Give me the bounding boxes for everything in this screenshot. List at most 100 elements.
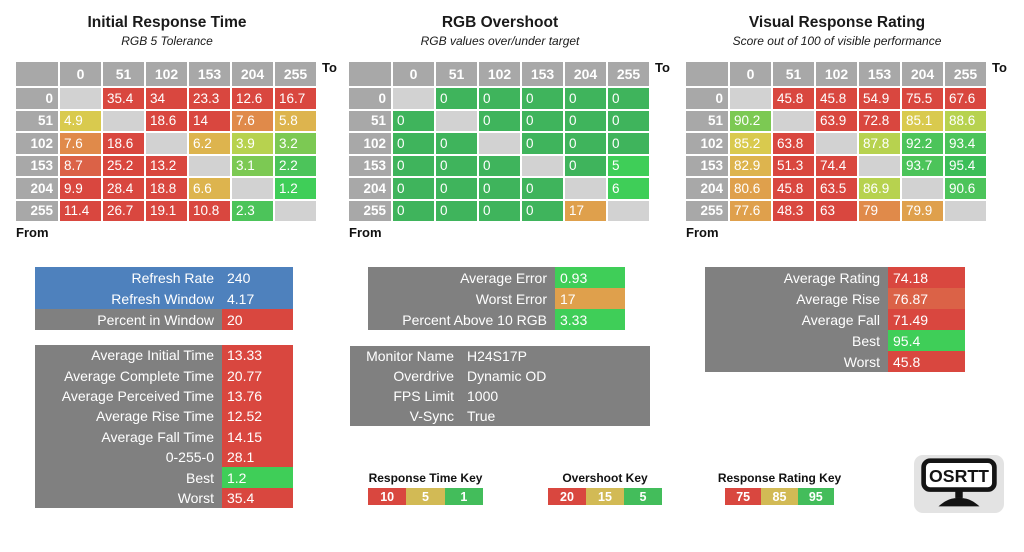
stat-value: 71.49 bbox=[888, 309, 965, 330]
stat-label: Average Perceived Time bbox=[35, 385, 222, 407]
to-axis-label: To bbox=[322, 60, 337, 75]
row-header: 204 bbox=[686, 178, 728, 199]
heatmap-cell: 1.2 bbox=[275, 178, 316, 199]
heatmap-cell: 5.8 bbox=[275, 110, 316, 131]
row-header: 0 bbox=[16, 88, 58, 109]
heatmap-cell bbox=[608, 200, 649, 221]
stat-value: 12.52 bbox=[222, 406, 293, 427]
monitor-icon: OSRTT bbox=[921, 458, 997, 507]
row-header: 51 bbox=[16, 110, 58, 131]
heatmap-cell: 80.6 bbox=[730, 178, 771, 199]
heatmap-cell: 18.8 bbox=[146, 178, 187, 199]
stat-label: Average Rating bbox=[705, 267, 888, 288]
heatmap-cell: 0 bbox=[565, 88, 606, 109]
heatmap-cell: 2.2 bbox=[275, 155, 316, 176]
stat-label: 0-255-0 bbox=[35, 446, 222, 468]
from-axis-label: From bbox=[686, 225, 719, 240]
to-axis-label: To bbox=[992, 60, 1007, 75]
heatmap-cell bbox=[146, 133, 187, 154]
heatmap-cell: 90.6 bbox=[945, 178, 986, 199]
heatmap-cell: 95.4 bbox=[945, 155, 986, 176]
stat-row: Percent Above 10 RGB 3.33 bbox=[368, 309, 625, 330]
heatmap-cell: 26.7 bbox=[103, 200, 144, 221]
heatmap-cell: 0 bbox=[393, 110, 434, 131]
stat-row: V-Sync True bbox=[350, 406, 650, 426]
heatmap-cell: 79 bbox=[859, 200, 900, 221]
rating-stats-panel: Average Rating 74.18 Average Rise 76.87 Aver… bbox=[705, 267, 965, 372]
heatmap-cell: 0 bbox=[565, 155, 606, 176]
heatmap-cell: 67.6 bbox=[945, 88, 986, 109]
heatmap-cell bbox=[522, 155, 563, 176]
stat-row: Refresh Window 4.17 bbox=[35, 288, 293, 309]
heatmap-cell bbox=[479, 133, 520, 154]
heatmap-cell: 4.9 bbox=[60, 110, 101, 131]
stat-row: Average Rise 76.87 bbox=[705, 288, 965, 309]
heatmap-cell: 85.2 bbox=[730, 133, 771, 154]
stat-value: 4.17 bbox=[222, 288, 293, 309]
heatmap-cell: 25.2 bbox=[103, 155, 144, 176]
column-header: 0 bbox=[60, 62, 101, 86]
stat-row: Average Rating 74.18 bbox=[705, 267, 965, 288]
row-header: 102 bbox=[349, 133, 391, 154]
heatmap-grid: 0 51 102 153 204 255 0 35.4 34 23.3 12.6 16.7 51 4.9 1… bbox=[16, 62, 316, 221]
heatmap-cell: 0 bbox=[522, 110, 563, 131]
stat-row: Average Fall 71.49 bbox=[705, 309, 965, 330]
table-subtitle: RGB values over/under target bbox=[420, 34, 580, 48]
rgb-overshoot-table: RGB Overshoot RGB values over/under targ… bbox=[349, 14, 681, 250]
column-header: 204 bbox=[565, 62, 606, 86]
stat-value: 20 bbox=[222, 309, 293, 330]
heatmap-cell: 0 bbox=[393, 178, 434, 199]
heatmap-cell: 93.7 bbox=[902, 155, 943, 176]
key-segment: 5 bbox=[624, 488, 662, 505]
heatmap-cell: 0 bbox=[608, 88, 649, 109]
initial-response-time-table: Initial Response Time RGB 5 Tolerance To… bbox=[16, 14, 348, 250]
stat-row: Average Perceived Time 13.76 bbox=[35, 385, 293, 407]
heatmap-cell: 86.9 bbox=[859, 178, 900, 199]
heatmap-cell: 45.8 bbox=[773, 88, 814, 109]
error-stats-panel: Average Error 0.93 Worst Error 17 Percent Ab… bbox=[368, 267, 625, 330]
heatmap-cell: 63.5 bbox=[816, 178, 857, 199]
heatmap-cell bbox=[232, 178, 273, 199]
heatmap-cell: 0 bbox=[436, 200, 477, 221]
stat-row: Overdrive Dynamic OD bbox=[350, 366, 650, 386]
heatmap-cell: 12.6 bbox=[232, 88, 273, 109]
stat-value: Dynamic OD bbox=[462, 366, 650, 386]
column-header: 51 bbox=[103, 62, 144, 86]
heatmap-cell: 9.9 bbox=[60, 178, 101, 199]
stat-row: Worst 35.4 bbox=[35, 487, 293, 509]
stat-row: Average Complete Time 20.77 bbox=[35, 365, 293, 386]
row-header: 153 bbox=[686, 155, 728, 176]
stat-row: Percent in Window 20 bbox=[35, 309, 293, 330]
row-header: 51 bbox=[686, 110, 728, 131]
heatmap-cell: 48.3 bbox=[773, 200, 814, 221]
column-header: 0 bbox=[393, 62, 434, 86]
heatmap-grid: 0 51 102 153 204 255 0 45.8 45.8 54.9 75.5 67.6 51 90… bbox=[686, 62, 986, 221]
heatmap-cell: 19.1 bbox=[146, 200, 187, 221]
heatmap-cell: 8.7 bbox=[60, 155, 101, 176]
stat-value: 28.1 bbox=[222, 446, 293, 468]
key-segment: 15 bbox=[586, 488, 624, 505]
stat-row: Average Rise Time 12.52 bbox=[35, 406, 293, 427]
heatmap-cell bbox=[103, 110, 144, 131]
column-header: 255 bbox=[608, 62, 649, 86]
stat-row: FPS Limit 1000 bbox=[350, 386, 650, 406]
column-header: 153 bbox=[859, 62, 900, 86]
column-header: 0 bbox=[730, 62, 771, 86]
stat-value: H24S17P bbox=[462, 346, 650, 366]
table-subtitle: Score out of 100 of visible performance bbox=[732, 34, 942, 48]
heatmap-cell: 0 bbox=[479, 178, 520, 199]
stat-label: Average Rise Time bbox=[35, 406, 222, 427]
stat-value: 3.33 bbox=[555, 309, 625, 330]
stat-value: 35.4 bbox=[222, 487, 293, 509]
heatmap-cell: 87.8 bbox=[859, 133, 900, 154]
heatmap-cell bbox=[393, 88, 434, 109]
stat-label: Average Fall Time bbox=[35, 426, 222, 447]
key-segment: 20 bbox=[548, 488, 586, 505]
heatmap-cell: 14 bbox=[189, 110, 230, 131]
heatmap-cell: 6.6 bbox=[189, 178, 230, 199]
stat-row: 0-255-0 28.1 bbox=[35, 446, 293, 468]
monitor-info-panel: Monitor Name H24S17P Overdrive Dynamic OD FP… bbox=[350, 346, 650, 426]
key-segment: 95 bbox=[797, 488, 834, 505]
from-axis-label: From bbox=[349, 225, 382, 240]
